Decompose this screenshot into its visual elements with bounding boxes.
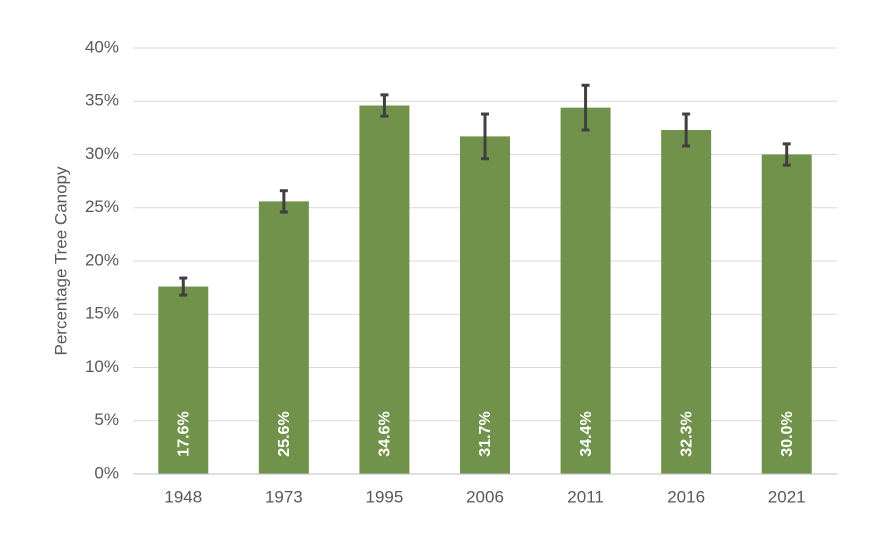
bar xyxy=(359,105,410,474)
x-tick-label: 2021 xyxy=(768,487,806,506)
error-bar xyxy=(682,112,691,148)
error-bar xyxy=(179,276,188,297)
bar xyxy=(560,107,611,474)
error-bar xyxy=(581,83,590,132)
error-bar xyxy=(279,189,288,214)
y-tick-label: 35% xyxy=(85,91,119,110)
bar xyxy=(460,136,510,474)
value-label: 34.6% xyxy=(377,411,394,456)
value-label: 25.6% xyxy=(276,411,293,456)
value-label: 32.3% xyxy=(678,411,695,456)
value-label: 31.7% xyxy=(477,411,494,456)
y-tick-label: 20% xyxy=(85,250,119,269)
value-label: 34.4% xyxy=(578,411,595,456)
bar xyxy=(158,286,209,474)
value-label: 30.0% xyxy=(779,411,796,456)
x-tick-label: 2006 xyxy=(466,487,504,506)
y-tick-label: 0% xyxy=(94,463,119,482)
y-axis-title: Percentage Tree Canopy xyxy=(51,166,70,356)
error-bar xyxy=(380,93,389,118)
x-tick-label: 1995 xyxy=(366,487,404,506)
y-tick-label: 25% xyxy=(85,197,119,216)
bar xyxy=(761,154,812,474)
x-tick-label: 2016 xyxy=(667,487,705,506)
y-tick-label: 10% xyxy=(85,357,119,376)
y-tick-label: 5% xyxy=(94,410,119,429)
error-bar xyxy=(782,142,791,167)
x-tick-label: 1973 xyxy=(265,487,303,506)
x-tick-label: 2011 xyxy=(567,487,604,506)
y-tick-label: 40% xyxy=(85,37,119,56)
error-bar xyxy=(481,112,489,161)
bar xyxy=(661,130,712,474)
x-tick-label: 1948 xyxy=(164,487,202,506)
bar xyxy=(258,201,309,475)
y-tick-label: 15% xyxy=(85,304,119,323)
y-tick-label: 30% xyxy=(85,144,119,163)
value-label: 17.6% xyxy=(176,411,193,456)
